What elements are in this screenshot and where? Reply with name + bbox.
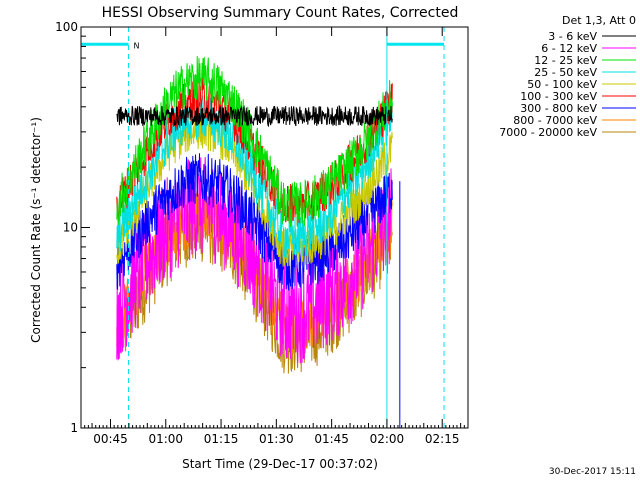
axes: 00:45 01:00 01:15 01:30 01:45 02:00 02:15 1 10 10… [55, 20, 469, 446]
series-line [116, 153, 393, 291]
series-line [116, 55, 393, 228]
y-tick-label: 1 [70, 421, 78, 435]
legend-title: Det 1,3, Att 0 [562, 14, 636, 27]
chart-title: HESSI Observing Summary Count Rates, Cor… [102, 5, 459, 21]
saa-label: N [134, 41, 140, 50]
legend-label: 6 - 12 keV [541, 42, 597, 55]
y-tick-label: 10 [63, 221, 78, 235]
legend-label: 800 - 7000 keV [513, 114, 597, 127]
y-axis-label: Corrected Count Rate (s⁻¹ detector⁻¹) [29, 117, 43, 343]
series-layer [116, 55, 393, 374]
x-tick-label: 01:45 [314, 432, 349, 446]
x-tick-label: 00:45 [93, 432, 128, 446]
legend-label: 3 - 6 keV [548, 30, 597, 43]
legend-label: 50 - 100 keV [527, 78, 597, 91]
legend-label: 100 - 300 keV [520, 90, 597, 103]
legend-label: 7000 - 20000 keV [499, 126, 597, 139]
legend-label: 300 - 800 keV [520, 102, 597, 115]
series-line [116, 104, 393, 128]
x-tick-label: 02:15 [425, 432, 460, 446]
x-axis-label: Start Time (29-Dec-17 00:37:02) [182, 457, 378, 471]
footer-date: 30-Dec-2017 15:11 [549, 467, 636, 477]
x-tick-label: 01:00 [148, 432, 183, 446]
y-tick-label: 100 [55, 20, 78, 34]
legend-label: 12 - 25 keV [534, 54, 597, 67]
legend-label: 25 - 50 keV [534, 66, 597, 79]
x-tick-label: 01:30 [259, 432, 294, 446]
series-line [116, 91, 393, 258]
x-tick-label: 01:15 [204, 432, 239, 446]
x-tick-label: 02:00 [370, 432, 405, 446]
